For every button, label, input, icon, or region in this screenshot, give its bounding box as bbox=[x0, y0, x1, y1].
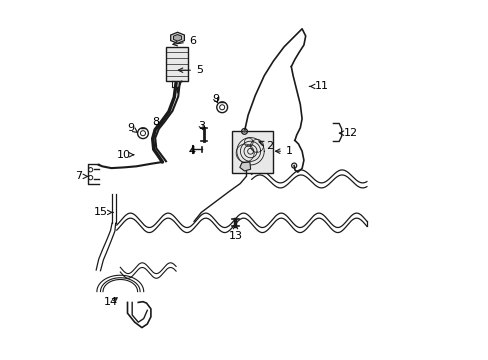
Bar bbox=[166, 47, 187, 81]
Text: 8: 8 bbox=[152, 117, 160, 127]
Text: 9: 9 bbox=[212, 94, 219, 104]
Text: 5: 5 bbox=[178, 65, 203, 75]
Circle shape bbox=[243, 130, 245, 133]
Text: 2: 2 bbox=[259, 141, 273, 151]
Polygon shape bbox=[173, 35, 181, 41]
Text: 6: 6 bbox=[173, 36, 195, 46]
Text: 9: 9 bbox=[127, 123, 137, 133]
Polygon shape bbox=[239, 162, 250, 171]
Text: 15: 15 bbox=[93, 207, 113, 217]
Text: 7: 7 bbox=[75, 171, 88, 181]
Polygon shape bbox=[170, 32, 184, 43]
Text: 10: 10 bbox=[117, 150, 134, 160]
Text: 11: 11 bbox=[309, 81, 328, 91]
Text: 13: 13 bbox=[228, 224, 242, 241]
Text: 14: 14 bbox=[104, 297, 118, 307]
Text: 3: 3 bbox=[197, 121, 204, 131]
Text: 4: 4 bbox=[188, 146, 196, 156]
Text: 1: 1 bbox=[275, 146, 292, 156]
Text: 12: 12 bbox=[339, 128, 357, 138]
Bar bbox=[231, 131, 273, 173]
